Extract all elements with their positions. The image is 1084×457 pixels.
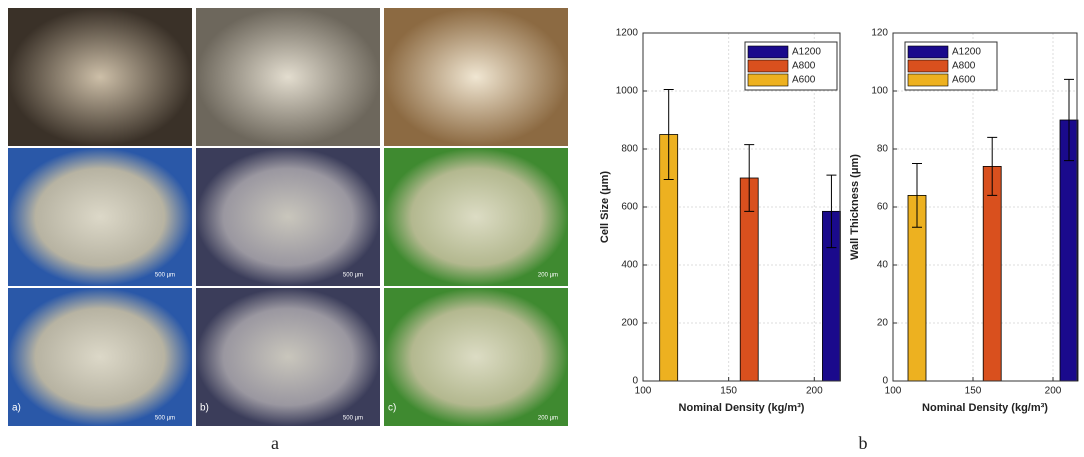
photo bbox=[8, 8, 192, 146]
caption: a bbox=[271, 433, 279, 453]
panel-label: c) bbox=[388, 403, 396, 414]
legend-label: A600 bbox=[792, 75, 816, 86]
y-tick-label: 400 bbox=[621, 260, 638, 271]
legend-label: A800 bbox=[952, 61, 976, 72]
x-tick-label: 150 bbox=[720, 386, 737, 397]
legend: A1200 A800 A600 bbox=[745, 42, 837, 90]
scale-bar-label: 500 µm bbox=[155, 273, 175, 279]
legend-label: A600 bbox=[952, 75, 976, 86]
x-tick-label: 200 bbox=[806, 386, 823, 397]
y-tick-label: 100 bbox=[871, 86, 888, 97]
legend-swatch bbox=[908, 74, 948, 86]
figure: 500 µm 500 µm 200 µm 500 µm 500 µm 200 µ… bbox=[0, 0, 1084, 457]
x-tick-label: 200 bbox=[1045, 386, 1062, 397]
y-tick-label: 600 bbox=[621, 202, 638, 213]
photo bbox=[384, 8, 568, 146]
panel-label: a) bbox=[12, 403, 21, 414]
x-tick-label: 100 bbox=[885, 386, 902, 397]
legend-label: A800 bbox=[792, 61, 816, 72]
panel-label: b) bbox=[200, 403, 209, 414]
caption: b bbox=[859, 433, 868, 453]
legend-swatch bbox=[908, 60, 948, 72]
legend-swatch bbox=[748, 60, 788, 72]
y-tick-label: 800 bbox=[621, 144, 638, 155]
photo-grid: 500 µm 500 µm 200 µm 500 µm 500 µm 200 µ… bbox=[8, 8, 568, 426]
scale-bar-label: 500 µm bbox=[343, 416, 363, 422]
bar bbox=[983, 166, 1001, 381]
x-axis-label: Nominal Density (kg/m³) bbox=[679, 402, 805, 414]
y-tick-label: 20 bbox=[877, 318, 889, 329]
scale-bar-label: 500 µm bbox=[155, 416, 175, 422]
x-tick-label: 150 bbox=[965, 386, 982, 397]
y-tick-label: 120 bbox=[871, 28, 888, 39]
y-axis-label: Cell Size (μm) bbox=[599, 171, 611, 243]
photo bbox=[384, 148, 568, 286]
legend-swatch bbox=[748, 74, 788, 86]
y-tick-label: 1000 bbox=[616, 86, 639, 97]
legend-label: A1200 bbox=[952, 47, 981, 58]
y-tick-label: 60 bbox=[877, 202, 889, 213]
y-tick-label: 200 bbox=[621, 318, 638, 329]
legend-label: A1200 bbox=[792, 47, 821, 58]
photo bbox=[8, 288, 192, 426]
y-axis-label: Wall Thickness (μm) bbox=[849, 154, 861, 260]
legend: A1200 A800 A600 bbox=[905, 42, 997, 90]
photo bbox=[196, 288, 380, 426]
x-axis-label: Nominal Density (kg/m³) bbox=[922, 402, 1048, 414]
photo bbox=[8, 148, 192, 286]
scale-bar-label: 500 µm bbox=[343, 273, 363, 279]
x-tick-label: 100 bbox=[635, 386, 652, 397]
y-tick-label: 1200 bbox=[616, 28, 639, 39]
photo bbox=[384, 288, 568, 426]
scale-bar-label: 200 µm bbox=[538, 273, 558, 279]
y-tick-label: 80 bbox=[877, 144, 889, 155]
photo bbox=[196, 8, 380, 146]
scale-bar-label: 200 µm bbox=[538, 416, 558, 422]
legend-swatch bbox=[748, 46, 788, 58]
photo bbox=[196, 148, 380, 286]
legend-swatch bbox=[908, 46, 948, 58]
y-tick-label: 40 bbox=[877, 260, 889, 271]
